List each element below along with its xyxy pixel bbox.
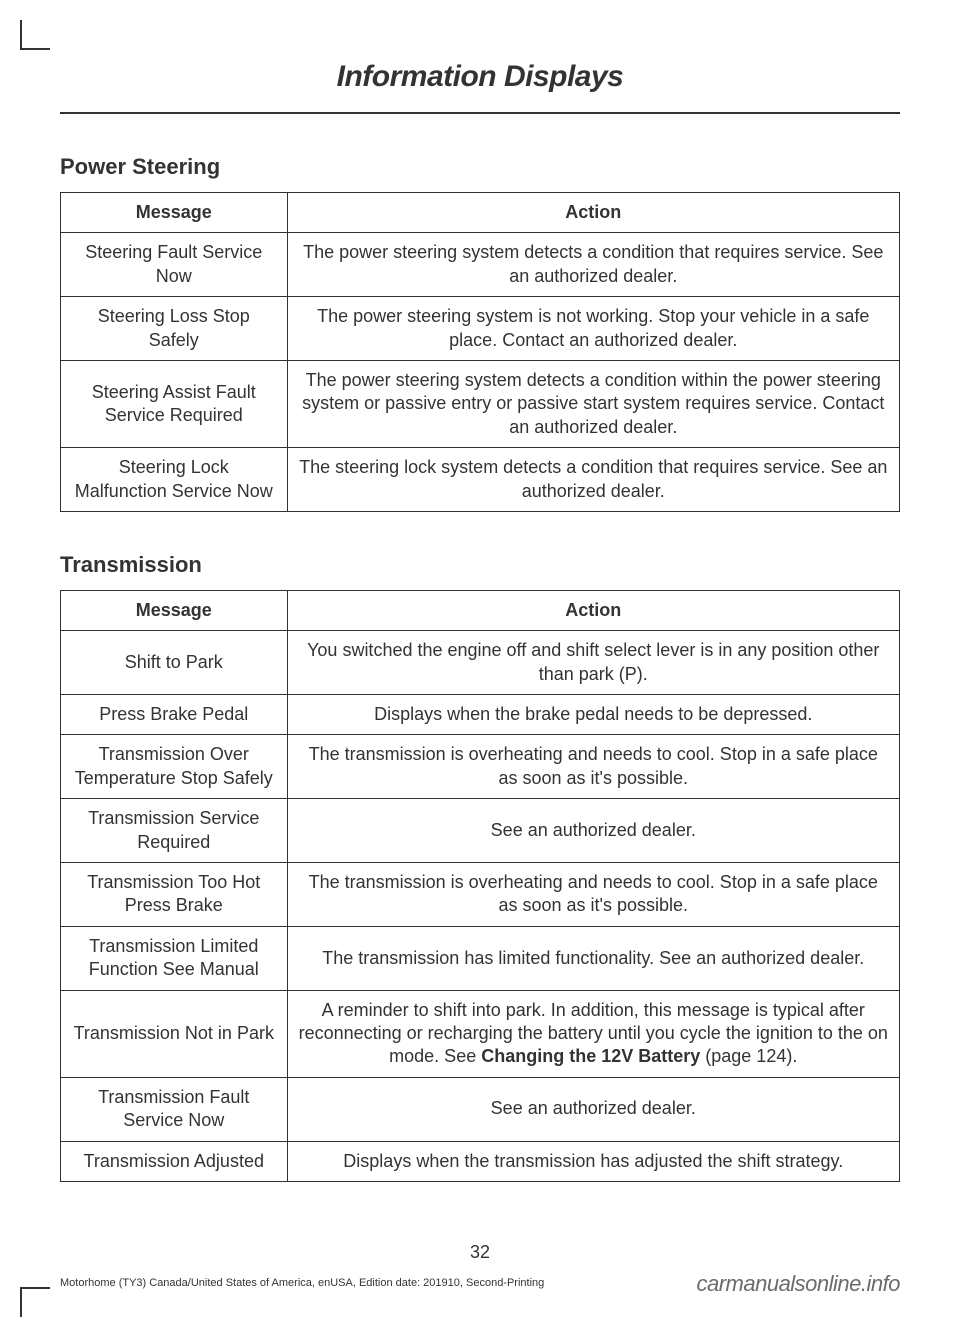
cell-message: Transmission Over Temperature Stop Safel… bbox=[61, 735, 288, 799]
cell-action: The power steering system detects a cond… bbox=[287, 233, 899, 297]
tbody-transmission: Shift to ParkYou switched the engine off… bbox=[61, 631, 900, 1182]
cell-message: Transmission Limited Function See Manual bbox=[61, 926, 288, 990]
cell-action: You switched the engine off and shift se… bbox=[287, 631, 899, 695]
table-row: Steering Lock Malfunction Service NowThe… bbox=[61, 448, 900, 512]
page-number: 32 bbox=[60, 1242, 900, 1263]
cell-message: Transmission Too Hot Press Brake bbox=[61, 863, 288, 927]
cell-action: The transmission is overheating and need… bbox=[287, 735, 899, 799]
cell-action: See an authorized dealer. bbox=[287, 1077, 899, 1141]
section-title-transmission: Transmission bbox=[60, 552, 900, 578]
th-message: Message bbox=[61, 590, 288, 630]
cell-message: Steering Assist Fault Service Required bbox=[61, 360, 288, 447]
table-row: Transmission Too Hot Press BrakeThe tran… bbox=[61, 863, 900, 927]
cell-message: Transmission Fault Service Now bbox=[61, 1077, 288, 1141]
cell-message: Press Brake Pedal bbox=[61, 695, 288, 735]
cell-action: The transmission is overheating and need… bbox=[287, 863, 899, 927]
page-content: Information Displays Power Steering Mess… bbox=[0, 0, 960, 1303]
th-action: Action bbox=[287, 590, 899, 630]
cell-action: The power steering system is not working… bbox=[287, 297, 899, 361]
crop-mark-top-left bbox=[20, 20, 50, 50]
cell-action: The transmission has limited functionali… bbox=[287, 926, 899, 990]
table-transmission: Message Action Shift to ParkYou switched… bbox=[60, 590, 900, 1182]
table-row: Shift to ParkYou switched the engine off… bbox=[61, 631, 900, 695]
cell-action: See an authorized dealer. bbox=[287, 799, 899, 863]
cell-action: The power steering system detects a cond… bbox=[287, 360, 899, 447]
table-row: Transmission Fault Service NowSee an aut… bbox=[61, 1077, 900, 1141]
table-row: Transmission Over Temperature Stop Safel… bbox=[61, 735, 900, 799]
cell-message: Transmission Adjusted bbox=[61, 1141, 288, 1181]
section-title-power-steering: Power Steering bbox=[60, 154, 900, 180]
bold-text: Changing the 12V Battery bbox=[481, 1046, 700, 1066]
crop-mark-bottom-left bbox=[20, 1287, 50, 1317]
cell-action: Displays when the brake pedal needs to b… bbox=[287, 695, 899, 735]
cell-action: The steering lock system detects a condi… bbox=[287, 448, 899, 512]
cell-message: Transmission Service Required bbox=[61, 799, 288, 863]
footer-left: Motorhome (TY3) Canada/United States of … bbox=[60, 1277, 544, 1289]
cell-action: Displays when the transmission has adjus… bbox=[287, 1141, 899, 1181]
table-row: Steering Fault Service NowThe power stee… bbox=[61, 233, 900, 297]
cell-message: Steering Fault Service Now bbox=[61, 233, 288, 297]
table-row: Transmission AdjustedDisplays when the t… bbox=[61, 1141, 900, 1181]
th-message: Message bbox=[61, 193, 288, 233]
cell-message: Transmission Not in Park bbox=[61, 990, 288, 1077]
cell-message: Steering Lock Malfunction Service Now bbox=[61, 448, 288, 512]
table-row: Press Brake PedalDisplays when the brake… bbox=[61, 695, 900, 735]
table-row: Steering Loss Stop SafelyThe power steer… bbox=[61, 297, 900, 361]
th-action: Action bbox=[287, 193, 899, 233]
chapter-title: Information Displays bbox=[60, 60, 900, 114]
cell-action: A reminder to shift into park. In additi… bbox=[287, 990, 899, 1077]
table-power-steering: Message Action Steering Fault Service No… bbox=[60, 192, 900, 512]
tbody-power-steering: Steering Fault Service NowThe power stee… bbox=[61, 233, 900, 512]
table-row: Transmission Limited Function See Manual… bbox=[61, 926, 900, 990]
table-row: Transmission Not in ParkA reminder to sh… bbox=[61, 990, 900, 1077]
table-row: Steering Assist Fault Service RequiredTh… bbox=[61, 360, 900, 447]
footer-right: carmanualsonline.info bbox=[696, 1271, 900, 1297]
cell-message: Shift to Park bbox=[61, 631, 288, 695]
cell-message: Steering Loss Stop Safely bbox=[61, 297, 288, 361]
table-row: Transmission Service RequiredSee an auth… bbox=[61, 799, 900, 863]
